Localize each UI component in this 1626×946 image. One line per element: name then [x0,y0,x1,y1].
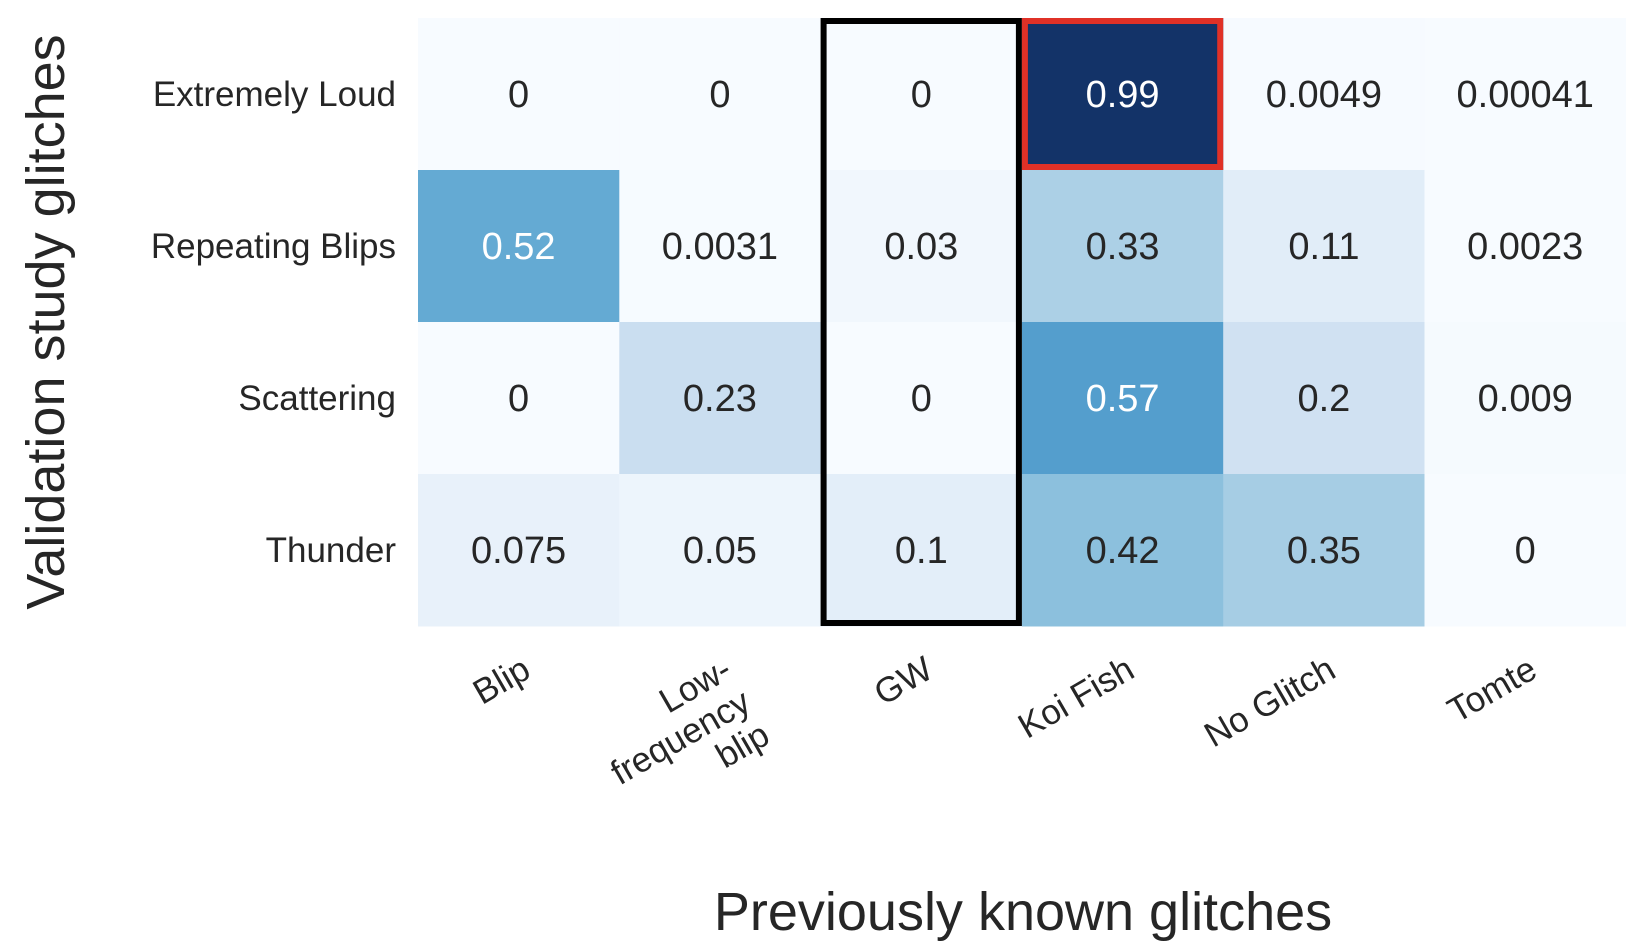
cell-value-label: 0.2 [1297,378,1350,420]
heatmap-cell [1223,322,1425,475]
heatmap-cell [1424,18,1626,171]
heatmap-cell-labels: 0 0 0 0.99 0.0049 0.00041 0.52 0.0031 0.03 0.33 0.… [471,74,1594,572]
heatmap-cell [418,474,620,627]
x-tick-label-text: Blip [467,649,537,712]
x-tick-label-text: GW [868,649,940,713]
heatmap-cell [820,474,1023,627]
cell-value-label: 0.009 [1478,378,1573,420]
x-tick-label: GW [868,649,940,713]
cell-value-label: 0 [709,74,730,116]
cell-value-label: 0.05 [683,530,757,572]
heatmap-cell [1021,322,1224,475]
cell-value-label: 0.075 [471,530,566,572]
x-tick-label: Koi Fish [1012,649,1141,746]
x-tick-label-line: Blip [467,649,537,712]
cell-value-label: 0.11 [1288,226,1359,268]
heatmap-cell [1021,18,1224,171]
heatmap-cell [1424,322,1626,475]
heatmap-cell [1021,170,1224,323]
cell-value-label: 0 [508,74,529,116]
heatmap-cell [1223,474,1425,627]
x-tick-label-line: GW [868,649,940,713]
y-axis-title: Validation study glitches [16,34,76,609]
koi-fish-cell-highlight-box [1021,18,1224,170]
cell-value-label: 0.1 [895,530,948,572]
heatmap-cell [820,170,1023,323]
heatmap-cell [1424,170,1626,323]
x-tick-labels: Blip Low-frequencyblip GW Koi Fish No Glitch… [467,649,1544,826]
cell-value-label: 0.99 [1086,74,1160,116]
x-tick-label-text: Tomte [1441,649,1543,730]
x-tick-label: Blip [467,649,537,712]
cell-value-label: 0.0031 [662,226,778,268]
cell-value-label: 0.57 [1086,378,1160,420]
heatmap-cell [820,322,1023,475]
y-tick-labels: Extremely Loud Repeating Blips Scattering T… [151,75,396,570]
cell-value-label: 0 [911,74,932,116]
cell-value-label: 0.35 [1287,530,1361,572]
x-tick-label: Low-frequencyblip [585,649,776,826]
x-tick-label: Tomte [1441,649,1543,730]
heatmap-cell [820,18,1023,171]
y-tick-label: Scattering [238,379,396,418]
heatmap-cell [1021,474,1224,627]
cell-value-label: 0 [911,378,932,420]
cell-value-label: 0 [508,378,529,420]
highlight-boxes [820,18,1224,626]
x-tick-label: No Glitch [1198,649,1342,755]
heatmap-cell [418,170,620,323]
cell-value-label: 0 [1515,530,1536,572]
heatmap-cell [1223,170,1425,323]
heatmap-cell [619,474,822,627]
heatmap-cells [418,18,1626,627]
x-tick-label-line: Tomte [1441,649,1543,730]
cell-value-label: 0.00041 [1457,74,1594,116]
cell-value-label: 0.23 [683,378,757,420]
x-tick-label-line: No Glitch [1198,649,1342,755]
heatmap-cell [1424,474,1626,627]
gw-column-highlight-box [820,18,1022,626]
heatmap-cell [1223,18,1425,171]
heatmap-cell [619,170,822,323]
cell-value-label: 0.03 [884,226,958,268]
x-tick-label-text: Koi Fish [1012,649,1141,746]
cell-value-label: 0.0023 [1467,226,1583,268]
x-axis-title: Previously known glitches [714,882,1332,942]
x-tick-label-text: Low-frequencyblip [585,649,776,826]
y-tick-label: Repeating Blips [151,227,396,266]
heatmap-cell [418,18,620,171]
heatmap-cell [418,322,620,475]
x-tick-label-line: Koi Fish [1012,649,1141,746]
cell-value-label: 0.52 [482,226,556,268]
heatmap-cell [619,322,822,475]
y-tick-label: Thunder [266,531,397,570]
heatmap-cell [619,18,822,171]
cell-value-label: 0.33 [1086,226,1160,268]
y-tick-label: Extremely Loud [153,75,396,114]
x-tick-label-text: No Glitch [1198,649,1342,755]
cell-value-label: 0.0049 [1266,74,1382,116]
cell-value-label: 0.42 [1086,530,1160,572]
